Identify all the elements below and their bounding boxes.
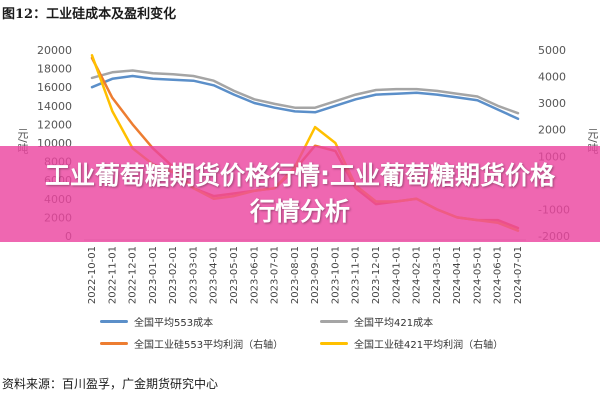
x-axis-tick-label: 2022-10-01 bbox=[87, 246, 98, 304]
x-axis-tick-label: 2024-07-01 bbox=[513, 246, 524, 304]
x-axis-tick-label: 2023-06-01 bbox=[249, 246, 260, 304]
page-title: 图12：工业硅成本及盈利变化 bbox=[2, 7, 177, 22]
series-line-2 bbox=[90, 69, 520, 115]
x-axis-tick-label: 2023-12-01 bbox=[371, 246, 382, 304]
legend-swatch bbox=[100, 320, 128, 323]
legend-swatch bbox=[100, 342, 128, 345]
x-axis-tick-label: 2022-12-01 bbox=[128, 246, 139, 304]
legend-item-4: 全国工业硅421平均利润（右轴） bbox=[320, 336, 503, 351]
x-axis-tick-label: 2023-05-01 bbox=[229, 246, 240, 304]
x-axis-tick-label: 2024-03-01 bbox=[432, 246, 443, 304]
x-axis-tick-label: 2024-01-01 bbox=[391, 246, 402, 304]
legend-item-2: 全国平均421成本 bbox=[320, 314, 433, 329]
x-axis-tick-label: 2023-04-01 bbox=[209, 246, 220, 304]
left-axis-tick-label: 16000 bbox=[37, 81, 72, 94]
overlay-banner: 工业葡萄糖期货价格行情:工业葡萄糖期货价格行情分析 bbox=[0, 146, 600, 242]
left-axis-tick-label: 12000 bbox=[37, 118, 72, 131]
series-line-1 bbox=[90, 74, 520, 121]
left-axis-tick-label: 14000 bbox=[37, 100, 72, 113]
x-axis-tick-label: 2023-01-01 bbox=[148, 246, 159, 304]
banner-text: 工业葡萄糖期货价格行情:工业葡萄糖期货价格行情分析 bbox=[45, 161, 555, 226]
x-axis-tick-label: 2024-06-01 bbox=[493, 246, 504, 304]
left-axis-tick-label: 18000 bbox=[37, 63, 72, 76]
x-axis-tick-label: 2023-07-01 bbox=[270, 246, 281, 304]
x-axis-tick-label: 2023-02-01 bbox=[168, 246, 179, 304]
legend-swatch bbox=[320, 320, 348, 323]
legend-item-1: 全国平均553成本 bbox=[100, 314, 213, 329]
x-axis-tick-label: 2023-09-01 bbox=[310, 246, 321, 304]
right-axis-tick-label: 2000 bbox=[538, 124, 566, 137]
right-axis-tick-label: 4000 bbox=[538, 71, 566, 84]
legend-swatch bbox=[320, 342, 348, 345]
legend-label: 全国平均421成本 bbox=[354, 318, 434, 329]
x-axis-tick-label: 2022-11-01 bbox=[107, 246, 118, 304]
x-axis-tick-label: 2024-05-01 bbox=[472, 246, 483, 304]
x-axis-tick-label: 2024-04-01 bbox=[452, 246, 463, 304]
x-axis-ticks: 2022-10-01 2022-11-01 2022-12-01 2023-01-01… bbox=[84, 239, 526, 304]
right-axis-tick-label: 3000 bbox=[538, 97, 566, 110]
left-axis-tick-label: 20000 bbox=[37, 44, 72, 57]
legend-label: 全国平均553成本 bbox=[134, 318, 214, 329]
x-axis-tick-label: 2023-11-01 bbox=[351, 246, 362, 304]
x-axis-tick-label: 2023-08-01 bbox=[290, 246, 301, 304]
legend-label: 全国工业硅553平均利润（右轴） bbox=[134, 340, 284, 351]
legend-label: 全国工业硅421平均利润（右轴） bbox=[354, 340, 504, 351]
x-axis-tick-label: 2024-02-01 bbox=[412, 246, 423, 304]
source-note: 资料来源：百川盈孚，广金期货研究中心 bbox=[2, 377, 219, 391]
legend-item-3: 全国工业硅553平均利润（右轴） bbox=[100, 336, 283, 351]
right-axis-tick-label: 5000 bbox=[538, 44, 566, 57]
x-axis-tick-label: 2023-03-01 bbox=[188, 246, 199, 304]
x-axis-tick-label: 2023-10-01 bbox=[330, 246, 341, 304]
